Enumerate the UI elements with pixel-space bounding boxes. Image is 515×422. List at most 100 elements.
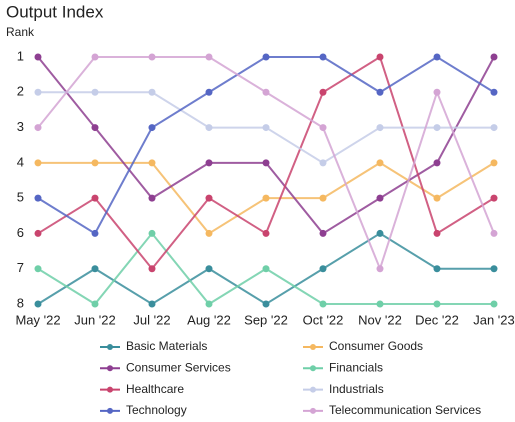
point [376,124,384,132]
point [91,300,99,308]
x-tick-label: Oct '22 [303,312,344,327]
point [376,159,384,167]
point [205,300,213,308]
point [376,194,384,202]
y-tick-label: 3 [17,119,24,134]
x-tick-label: Sep '22 [244,312,288,327]
point [319,88,327,96]
legend-marker [107,386,113,393]
point [34,53,42,61]
legend-marker [107,344,113,350]
point [34,300,42,308]
legend-label: Consumer Goods [329,339,423,353]
legend-marker [310,344,316,350]
point [319,124,327,132]
point [205,53,213,61]
point [490,88,498,96]
point [490,159,498,167]
x-tick-label: Jul '22 [133,312,170,327]
legend-label: Technology [126,403,187,417]
point [433,124,441,132]
legend-label: Healthcare [126,382,184,396]
point [262,53,270,61]
point [490,194,498,202]
point [376,265,384,273]
legend-marker [107,407,113,414]
point [91,265,99,273]
y-tick-label: 4 [17,154,24,169]
legend-label: Financials [329,360,383,374]
point [319,300,327,308]
legend-label: Basic Materials [126,339,207,353]
series-line [37,55,495,235]
point [148,229,156,237]
point [205,194,213,202]
point [205,124,213,132]
y-axis-label: Rank [6,25,35,39]
point [262,229,270,237]
point [490,53,498,61]
chart-title: Output Index [6,2,104,21]
point [433,53,441,61]
point [319,194,327,202]
x-tick-label: Jun '22 [74,312,116,327]
point [34,88,42,96]
point [262,88,270,96]
point [148,159,156,167]
point [433,229,441,237]
point [262,159,270,167]
point [319,159,327,167]
point [490,265,498,273]
y-tick-label: 1 [17,48,24,63]
point [148,300,156,308]
point [34,159,42,167]
point [433,194,441,202]
point [262,194,270,202]
point [319,53,327,61]
point [376,229,384,237]
point [433,300,441,308]
point [91,194,99,202]
point [205,88,213,96]
legend-label: Industrials [329,382,384,396]
point [34,265,42,273]
point [205,229,213,237]
point [91,159,99,167]
y-tick-label: 7 [17,260,24,275]
point [34,229,42,237]
point [262,124,270,132]
point [490,300,498,308]
x-tick-label: May '22 [15,312,60,327]
point [376,300,384,308]
point [319,229,327,237]
y-tick-label: 6 [17,225,24,240]
point [319,265,327,273]
y-tick-label: 8 [17,295,24,310]
point [433,265,441,273]
point [34,124,42,132]
point [205,159,213,167]
point [262,265,270,273]
point [148,265,156,273]
y-tick-label: 5 [17,190,24,205]
point [262,300,270,308]
legend-marker [310,386,316,393]
point [91,229,99,237]
point [148,194,156,202]
point [91,88,99,96]
x-tick-label: Aug '22 [187,312,231,327]
x-tick-label: Nov '22 [358,312,402,327]
series-line [37,56,495,235]
point [433,88,441,96]
legend-label: Consumer Services [126,360,231,374]
point [34,194,42,202]
point [148,124,156,132]
point [490,229,498,237]
x-tick-label: Dec '22 [415,312,459,327]
point [376,88,384,96]
point [148,53,156,61]
point [91,53,99,61]
point [433,159,441,167]
legend-label: Telecommunication Services [329,403,481,417]
